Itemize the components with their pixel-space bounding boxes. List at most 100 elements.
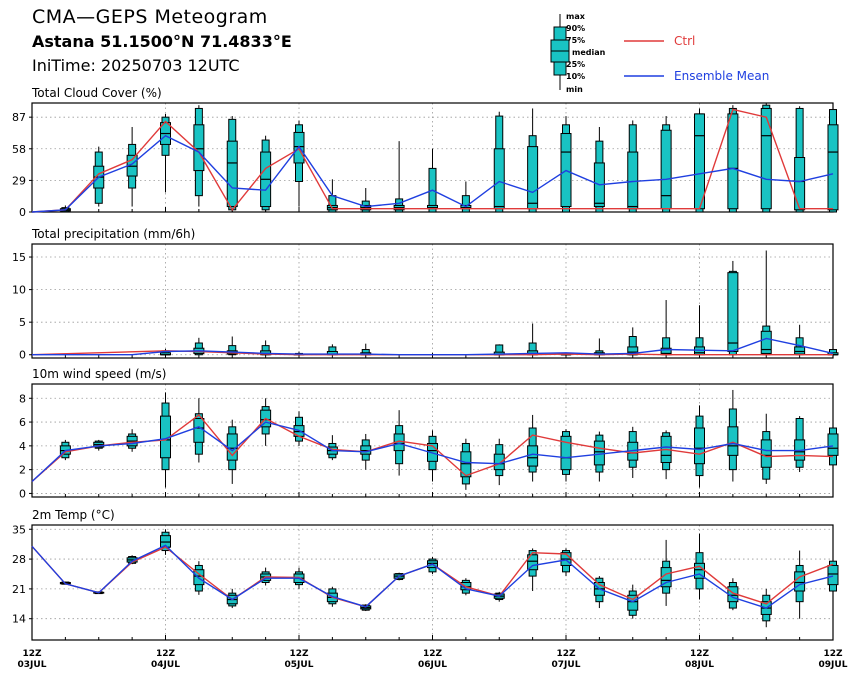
panel-title: Total Cloud Cover (%) (31, 86, 162, 100)
legend-p75-label: 75% (566, 36, 586, 45)
panel-3: 10m wind speed (m/s) 0 2 4 6 8 (19, 367, 839, 500)
inner-box (760, 107, 772, 210)
y-tick-label: 58 (12, 143, 26, 156)
box-126h (727, 389, 739, 482)
inner-box (627, 594, 639, 611)
ensemble-mean-line (31, 134, 834, 213)
legend-ctrl-label: Ctrl (674, 34, 696, 48)
x-tick-label-date: 03JUL (18, 660, 47, 670)
inner-box (493, 148, 505, 210)
box-102h (593, 338, 605, 356)
grid (32, 244, 833, 358)
x-tick-label-date: 05JUL (285, 660, 314, 670)
box-series (160, 250, 839, 356)
x-tick-label-time: 12Z (556, 649, 576, 659)
inner-box (727, 426, 739, 456)
x-tick-label-date: 09JUL (819, 660, 848, 670)
box-132h (760, 413, 772, 484)
inner-box (727, 272, 739, 352)
box-30h (193, 398, 205, 463)
box-132h (760, 250, 772, 356)
y-tick-label: 0 (19, 206, 26, 219)
init-time: IniTime: 20250703 12UTC (32, 56, 240, 75)
legend-median-label: median (572, 48, 606, 57)
inner-box (827, 433, 839, 456)
inner-box (193, 417, 205, 443)
y-tick-label: 21 (12, 583, 26, 596)
y-tick-label: 29 (12, 174, 26, 187)
box-36h (226, 116, 238, 212)
x-tick-label-time: 12Z (823, 649, 843, 659)
box-102h (593, 431, 605, 482)
y-tick-label: 0 (19, 487, 26, 500)
y-tick-label: 2 (19, 464, 26, 477)
inner-box (527, 445, 539, 467)
y-tick-label: 5 (19, 316, 26, 329)
outer-box (228, 345, 237, 356)
x-tick-label-time: 12Z (423, 649, 443, 659)
x-tick-label-date: 06JUL (418, 660, 447, 670)
x-axis-labels: 12Z03JUL12Z04JUL12Z05JUL12Z06JUL12Z07JUL… (18, 649, 848, 670)
box-90h (527, 323, 539, 356)
box-48h (293, 120, 305, 207)
ensemble-mean-line (32, 337, 834, 356)
x-tick-label-time: 12Z (156, 649, 176, 659)
legend-max-label: max (566, 12, 585, 21)
box-96h (560, 429, 572, 482)
y-tick-label: 87 (12, 111, 26, 124)
panel-title: Total precipitation (mm/6h) (31, 227, 195, 241)
panel-title: 10m wind speed (m/s) (32, 367, 166, 381)
ensemble-mean-line (31, 544, 834, 609)
box-12h (93, 439, 105, 451)
y-tick-label: 0 (19, 349, 26, 362)
box-138h (794, 324, 806, 356)
box-84h (493, 344, 505, 356)
outer-box (461, 195, 470, 213)
x-tick-label-time: 12Z (289, 649, 309, 659)
box-144h (827, 106, 839, 213)
box-120h (694, 305, 705, 356)
box-90h (527, 548, 539, 592)
box-90h (527, 108, 539, 213)
inner-box (794, 346, 806, 355)
box-120h (694, 405, 705, 488)
y-tick-label: 15 (12, 251, 26, 264)
x-tick-label-date: 07JUL (552, 660, 581, 670)
panel-frame (31, 243, 834, 359)
inner-box (493, 453, 505, 471)
x-tick-label-date: 04JUL (151, 660, 180, 670)
box-84h (493, 111, 505, 213)
inner-box (627, 151, 639, 210)
box-114h (660, 539, 672, 606)
station-location: Astana 51.1500°N 71.4833°E (32, 32, 292, 51)
box-132h (760, 103, 772, 213)
legend-p25-label: 25% (566, 60, 586, 69)
inner-box (794, 571, 806, 592)
inner-box (527, 554, 539, 571)
inner-box (193, 124, 205, 172)
inner-box (226, 140, 238, 208)
y-tick-label: 8 (19, 392, 26, 405)
box-114h (660, 116, 672, 213)
page-title: CMA—GEPS Meteogram (32, 6, 268, 28)
box-series (59, 389, 839, 490)
box-108h (627, 120, 639, 213)
box-126h (727, 260, 739, 356)
legend-min-label: min (566, 85, 583, 94)
x-tick-label-time: 12Z (22, 649, 42, 659)
inner-box (560, 435, 572, 471)
box-138h (794, 106, 806, 213)
panel-title: 2m Temp (°C) (32, 508, 115, 522)
panel-4: 2m Temp (°C) 14 21 28 35 (12, 508, 839, 641)
legend-p90-label: 90% (566, 24, 586, 33)
inner-box (527, 146, 539, 210)
box-series (59, 103, 839, 213)
box-72h (427, 148, 438, 213)
box-96h (560, 548, 572, 577)
legend-graphics (550, 14, 664, 90)
inner-box (827, 564, 839, 586)
legend-p10-label: 10% (566, 72, 586, 81)
ensemble-mean-line (31, 421, 834, 483)
panel-2: Total precipitation (mm/6h) 0 5 10 15 (12, 227, 839, 362)
